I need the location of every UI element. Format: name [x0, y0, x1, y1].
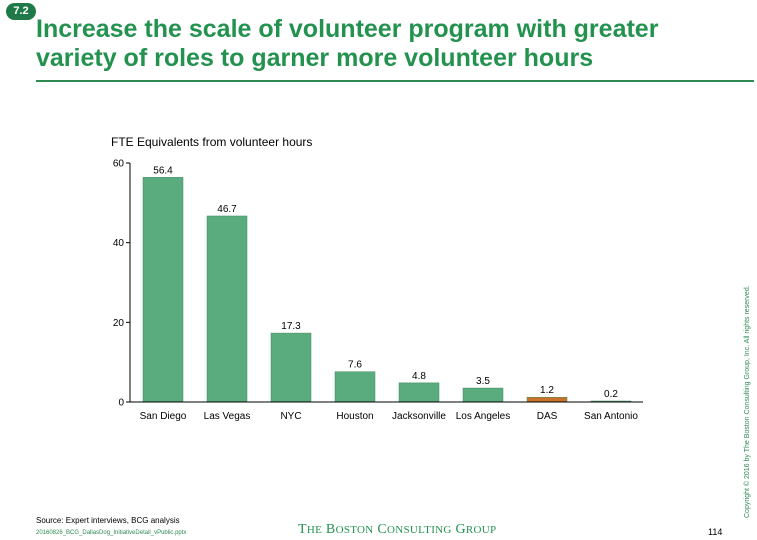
category-label: San Antonio — [584, 411, 638, 422]
file-name: 20160826_BCG_DallasDog_InitiativeDetail_… — [36, 530, 187, 536]
bar-das — [526, 396, 568, 403]
page-title: Increase the scale of volunteer program … — [36, 15, 659, 72]
page-number: 114 — [708, 527, 723, 537]
bar-houston — [334, 371, 376, 403]
category-label: NYC — [280, 411, 301, 422]
x-axis: San Diego Las Vegas NYC Houston Jacksonville… — [130, 401, 643, 422]
copyright-notice: Copyright © 2016 by The Boston Consultin… — [744, 285, 751, 518]
value-label: 46.7 — [217, 204, 237, 215]
category-label: Jacksonville — [392, 411, 446, 422]
category-label: San Diego — [140, 411, 187, 422]
bar-san-diego — [142, 177, 184, 403]
bar-los-angeles — [462, 387, 504, 403]
title-divider — [36, 80, 754, 82]
chart-title: FTE Equivalents from volunteer hours — [111, 135, 313, 149]
value-label: 0.2 — [604, 389, 618, 400]
value-label: 1.2 — [540, 385, 554, 396]
value-label: 4.8 — [412, 371, 426, 382]
y-axis: 0 20 40 60 — [113, 159, 131, 409]
category-label: Las Vegas — [204, 411, 251, 422]
bars: 56.4 46.7 17.3 7.6 4.8 3.5 1.2 0.2 — [142, 165, 632, 403]
value-label: 7.6 — [348, 360, 362, 371]
value-label: 17.3 — [281, 321, 301, 332]
bar-las-vegas — [206, 215, 248, 403]
y-tick-label: 60 — [113, 159, 125, 170]
section-badge: 7.2 — [6, 3, 36, 20]
category-label: DAS — [537, 411, 558, 422]
company-logo: THE BOSTON CONSULTING GROUP — [298, 522, 497, 537]
y-tick-label: 40 — [113, 238, 125, 249]
bar-nyc — [270, 332, 312, 403]
category-label: Los Angeles — [456, 411, 511, 422]
y-tick-label: 0 — [118, 398, 124, 409]
source-note: Source: Expert interviews, BCG analysis — [36, 516, 180, 525]
y-tick-label: 20 — [113, 318, 125, 329]
value-label: 56.4 — [153, 165, 173, 176]
bar-jacksonville — [398, 382, 440, 403]
category-label: Houston — [336, 411, 373, 422]
value-label: 3.5 — [476, 376, 490, 387]
